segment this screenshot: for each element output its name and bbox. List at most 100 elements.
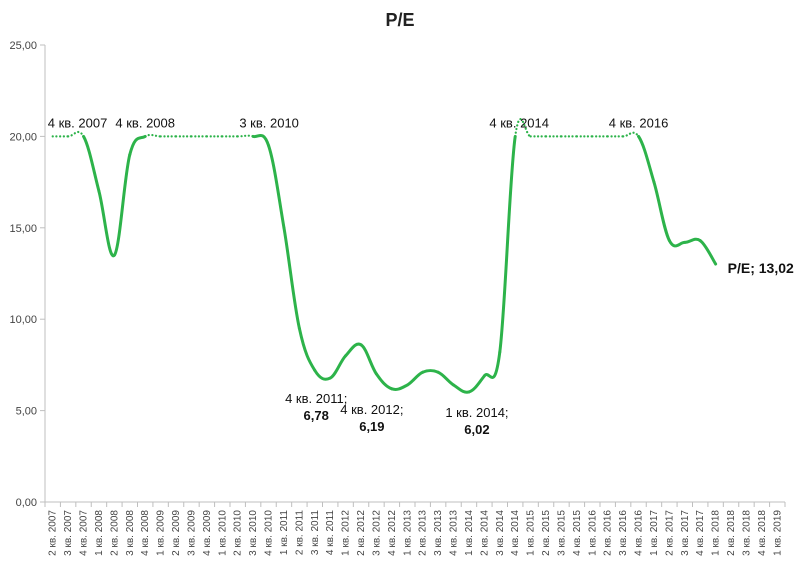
series-segment-flat bbox=[144, 133, 162, 138]
x-tick-label: 2 кв. 2011 bbox=[294, 510, 305, 556]
series-segment bbox=[637, 134, 656, 184]
x-tick-label: 2 кв. 2007 bbox=[48, 510, 59, 556]
x-tick-label: 4 кв. 2018 bbox=[757, 510, 768, 556]
point-annotation: 4 кв. 2011; 6,78 bbox=[285, 391, 347, 423]
x-tick-label: 2 кв. 2008 bbox=[109, 510, 120, 556]
x-tick-label: 1 кв. 2012 bbox=[341, 510, 352, 556]
x-tick-label: 4 кв. 2013 bbox=[449, 510, 460, 556]
x-tick-label: 4 кв. 2016 bbox=[634, 510, 645, 556]
series-segment bbox=[112, 153, 132, 257]
series-segment bbox=[452, 383, 471, 394]
x-tick-label: 3 кв. 2014 bbox=[495, 510, 506, 556]
series-segment bbox=[436, 370, 456, 387]
point-annotation: 4 кв. 2016 bbox=[609, 115, 669, 130]
x-tick-label: 3 кв. 2017 bbox=[680, 510, 691, 556]
point-annotation: 4 кв. 2012; 6,19 bbox=[340, 402, 403, 434]
chart-axes bbox=[44, 45, 785, 503]
x-tick-label: 4 кв. 2008 bbox=[140, 510, 151, 556]
x-tick-label: 3 кв. 2012 bbox=[371, 510, 382, 556]
x-tick-label: 1 кв. 2016 bbox=[587, 510, 598, 556]
x-tick-label: 2 кв. 2009 bbox=[171, 510, 182, 556]
series-segment-flat bbox=[236, 134, 255, 138]
x-tick-label: 4 кв. 2017 bbox=[695, 510, 706, 556]
annotation-label: 4 кв. 2016 bbox=[609, 115, 669, 130]
annotation-label: 4 кв. 2007 bbox=[48, 115, 108, 130]
series-segment bbox=[667, 239, 687, 248]
x-tick-label: 2 кв. 2010 bbox=[233, 510, 244, 556]
series-segment-flat bbox=[67, 130, 85, 138]
x-tick-label: 1 кв. 2011 bbox=[279, 510, 290, 556]
x-tick-label: 3 кв. 2016 bbox=[618, 510, 629, 556]
point-annotation: 1 кв. 2014; 6,02 bbox=[445, 405, 508, 437]
x-tick-label: 1 кв. 2013 bbox=[402, 510, 413, 556]
series-segment bbox=[652, 180, 671, 243]
end-value-label: P/E; 13,02 bbox=[728, 260, 794, 276]
series-segment bbox=[498, 134, 517, 354]
x-tick-label: 4 кв. 2015 bbox=[572, 510, 583, 556]
annotation-label: 1 кв. 2014; bbox=[445, 405, 508, 420]
x-tick-label: 2 кв. 2016 bbox=[603, 510, 614, 556]
series-segment bbox=[421, 368, 440, 374]
x-tick-label: 3 кв. 2015 bbox=[556, 510, 567, 556]
x-tick-label: 4 кв. 2007 bbox=[79, 510, 90, 556]
y-tick-label: 20,00 bbox=[9, 131, 37, 143]
x-tick-label: 1 кв. 2015 bbox=[526, 510, 537, 556]
x-tick-label: 2 кв. 2017 bbox=[664, 510, 675, 556]
x-tick-label: 3 кв. 2018 bbox=[741, 510, 752, 556]
series-segment-flat bbox=[514, 118, 532, 138]
x-tick-label: 2 кв. 2015 bbox=[541, 510, 552, 556]
series-group bbox=[51, 118, 718, 394]
point-annotation: 4 кв. 2014 bbox=[489, 115, 549, 130]
series-segment bbox=[313, 368, 332, 381]
series-segment-flat bbox=[622, 131, 640, 138]
annotation-label: 4 кв. 2012; bbox=[340, 402, 403, 417]
x-tick-label: 3 кв. 2007 bbox=[63, 510, 74, 556]
x-tick-label: 2 кв. 2013 bbox=[418, 510, 429, 556]
x-tick-label: 4 кв. 2012 bbox=[387, 510, 398, 556]
x-tick-label: 3 кв. 2010 bbox=[248, 510, 259, 556]
x-tick-label: 3 кв. 2009 bbox=[186, 510, 197, 556]
y-tick-label: 15,00 bbox=[9, 223, 37, 235]
point-annotation: 4 кв. 2008 bbox=[115, 115, 175, 130]
series-segment bbox=[405, 370, 425, 387]
x-tick-label: 1 кв. 2009 bbox=[156, 510, 167, 556]
x-tick-label: 1 кв. 2019 bbox=[772, 510, 783, 556]
series-segment bbox=[267, 144, 286, 230]
y-tick-label: 10,00 bbox=[9, 314, 37, 326]
x-tick-label: 4 кв. 2009 bbox=[202, 510, 213, 556]
x-tick-label: 3 кв. 2013 bbox=[433, 510, 444, 556]
x-tick-label: 2 кв. 2012 bbox=[356, 510, 367, 556]
x-tick-label: 3 кв. 2011 bbox=[310, 510, 321, 556]
series-segment bbox=[251, 133, 271, 148]
series-segment bbox=[374, 372, 394, 391]
series-segment bbox=[683, 237, 702, 244]
annotation-label: 4 кв. 2011; bbox=[285, 391, 347, 406]
x-tick-label: 2 кв. 2018 bbox=[726, 510, 737, 556]
series-segment bbox=[97, 189, 116, 257]
series-segment bbox=[128, 134, 147, 157]
annotation-value: 6,19 bbox=[359, 419, 384, 434]
y-axis-ticks: 0,00 5,00 10,00 15,00 20,00 25,00 bbox=[9, 40, 45, 509]
series-segment bbox=[467, 374, 486, 394]
series-segment bbox=[390, 383, 409, 391]
point-annotation: 3 кв. 2010 bbox=[239, 115, 299, 130]
series-segment bbox=[328, 354, 348, 380]
x-axis-ticks: 2 кв. 2007 3 кв. 2007 4 кв. 2007 1 кв. 2008… bbox=[44, 502, 786, 556]
chart-title: P/E bbox=[385, 10, 414, 30]
series-segment bbox=[344, 342, 363, 358]
series-segment bbox=[698, 239, 718, 266]
x-tick-label: 4 кв. 2010 bbox=[264, 510, 275, 556]
series-segment bbox=[482, 350, 502, 379]
x-tick-label: 4 кв. 2011 bbox=[325, 510, 336, 556]
series-segment bbox=[297, 326, 317, 372]
annotations-group: 4 кв. 2007 4 кв. 2008 3 кв. 2010 4 кв. 2011… bbox=[48, 115, 794, 437]
series-segment bbox=[359, 343, 378, 376]
annotation-value: 6,02 bbox=[464, 422, 489, 437]
x-tick-label: 4 кв. 2014 bbox=[510, 510, 521, 556]
annotation-label: 4 кв. 2008 bbox=[115, 115, 175, 130]
annotation-value: 6,78 bbox=[304, 408, 329, 423]
series-segment bbox=[82, 134, 101, 193]
x-tick-label: 1 кв. 2014 bbox=[464, 510, 475, 556]
